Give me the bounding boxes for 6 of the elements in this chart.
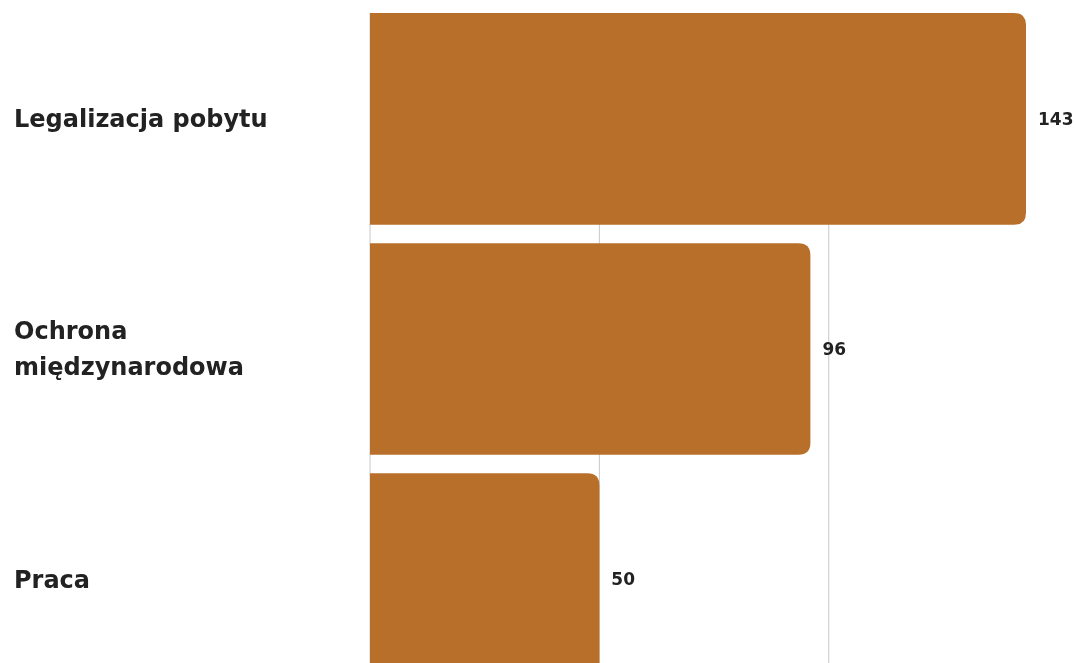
y-tick-label: Praca bbox=[14, 565, 91, 594]
data-label: 50 bbox=[611, 569, 636, 590]
y-tick-label: Legalizacja pobytu bbox=[14, 105, 268, 134]
data-label: 96 bbox=[822, 338, 847, 359]
data-label: 143 bbox=[1038, 108, 1074, 129]
y-tick-label: Ochrona międzynarodowa bbox=[14, 317, 244, 382]
